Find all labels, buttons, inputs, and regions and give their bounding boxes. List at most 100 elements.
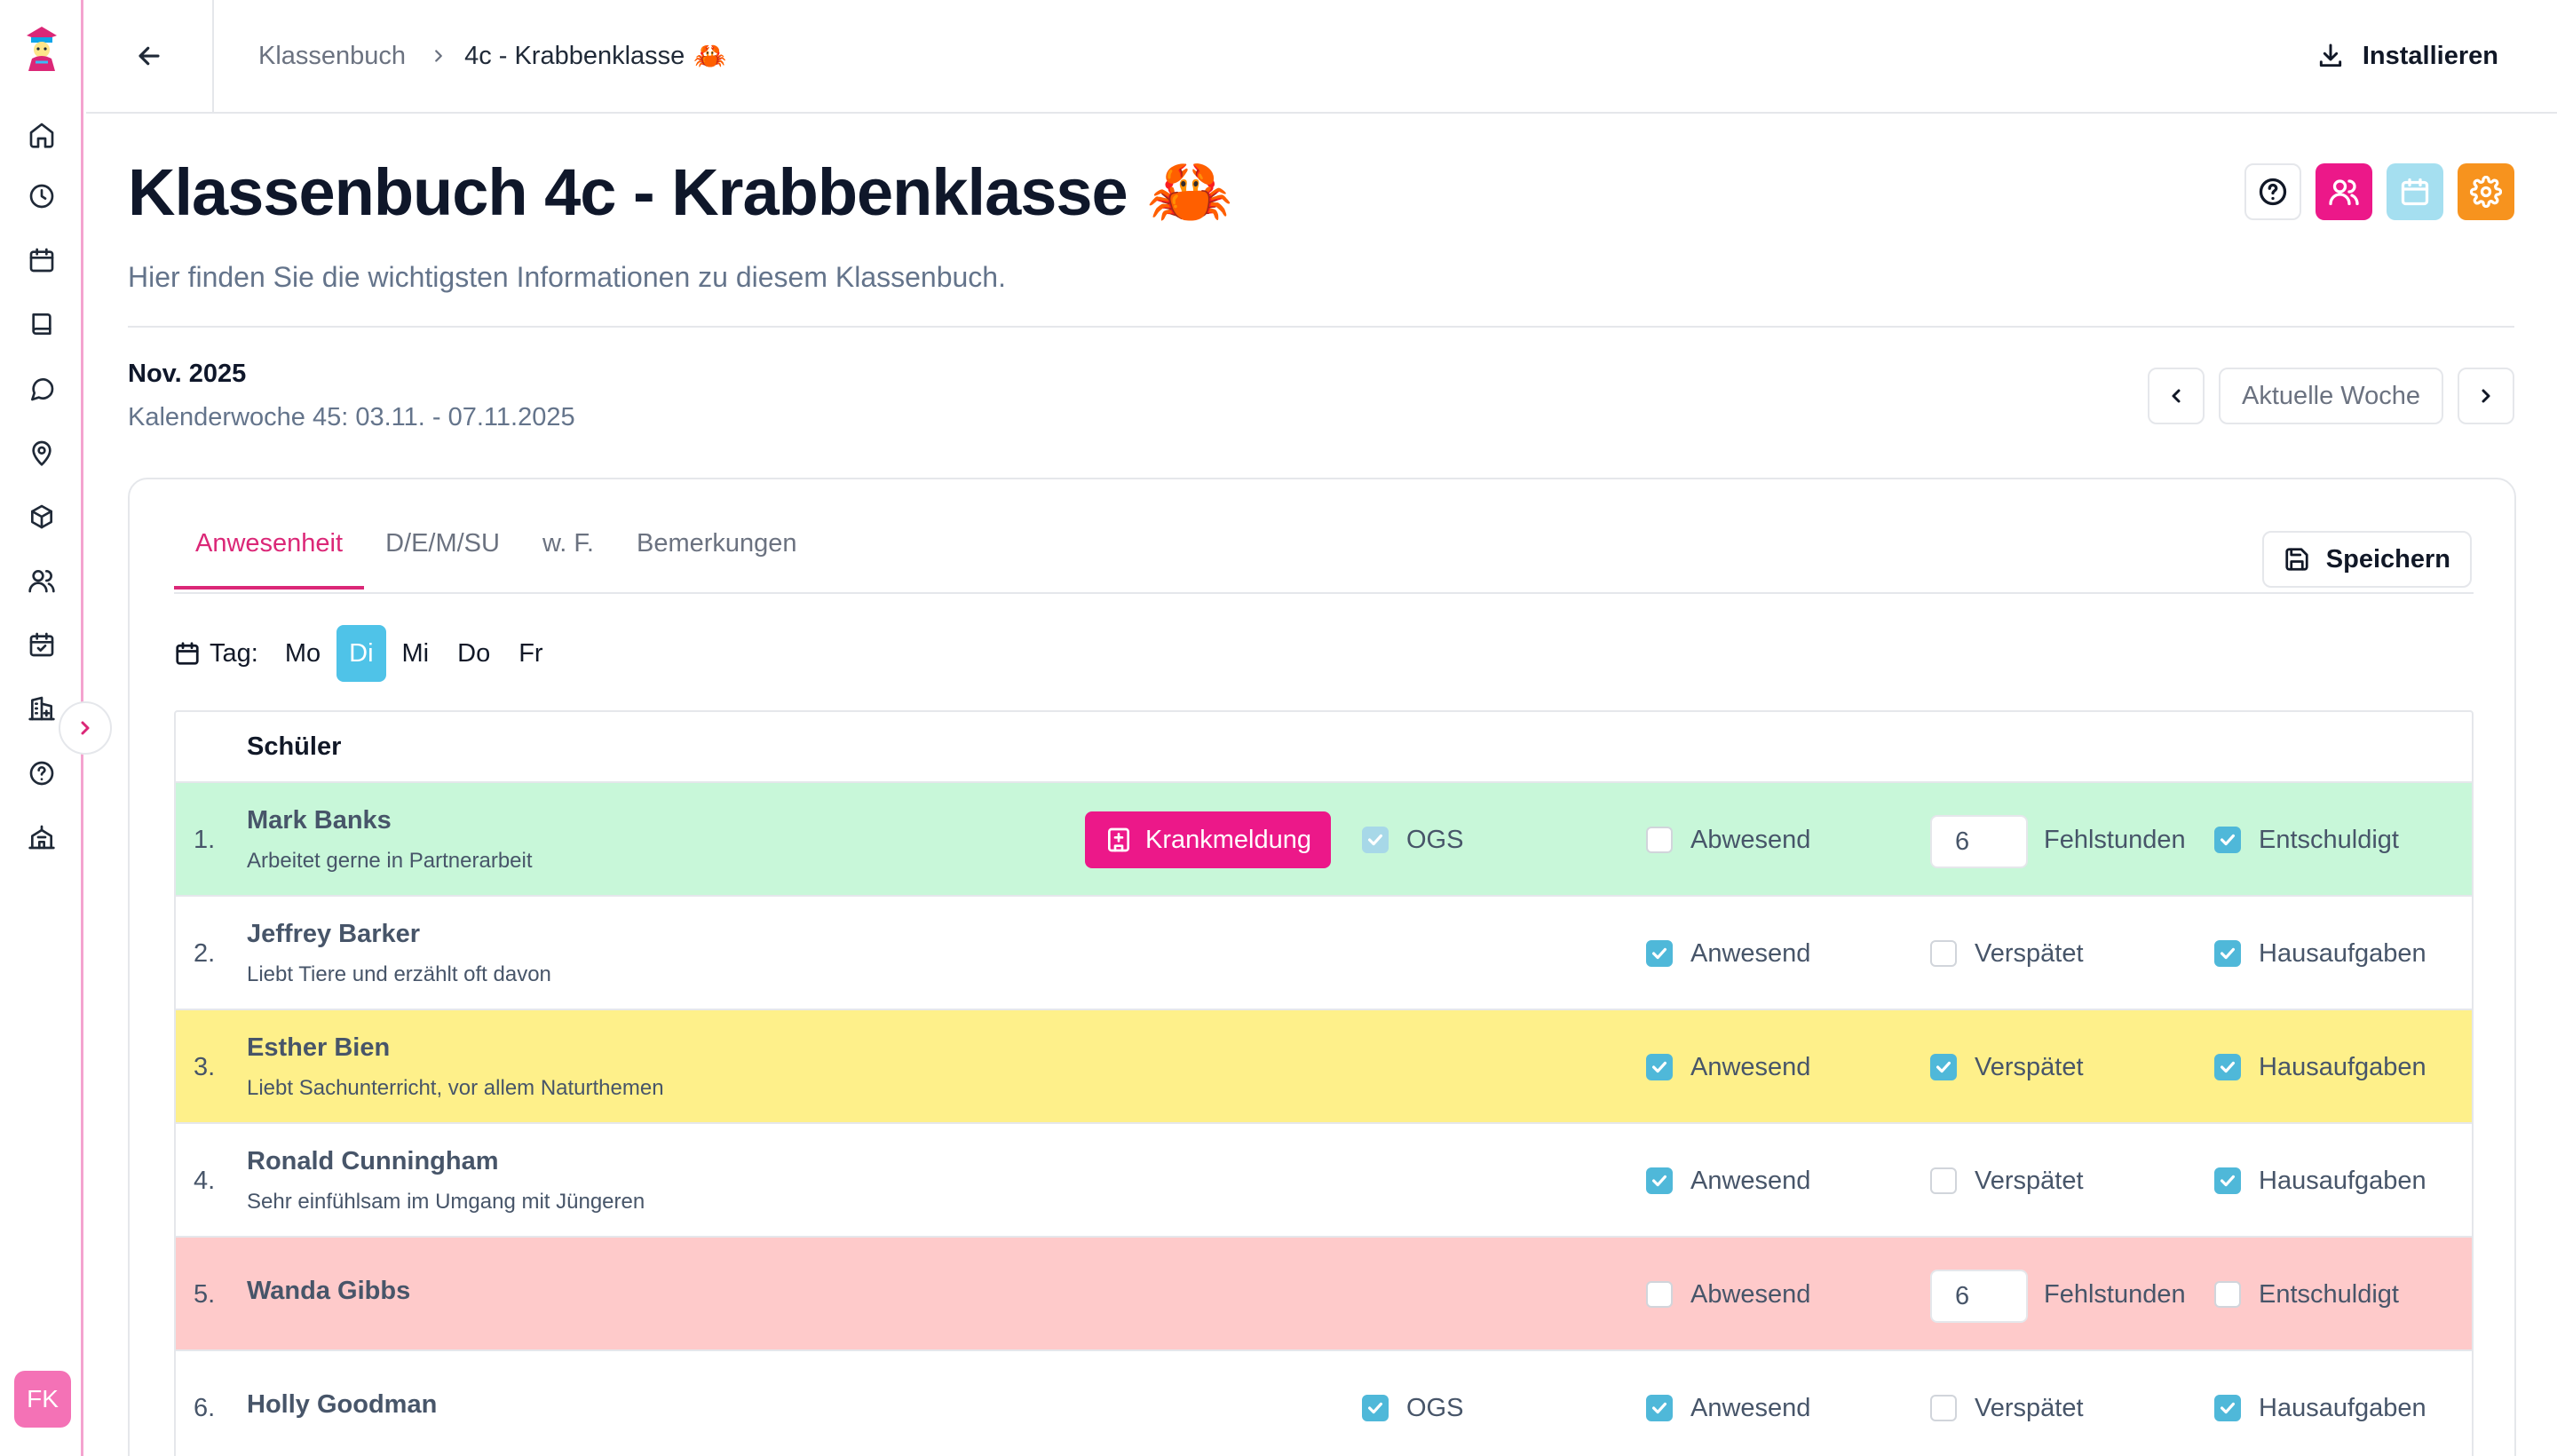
checkbox-box: [1362, 1395, 1389, 1421]
day-di[interactable]: Di: [336, 625, 386, 682]
users-icon: [2329, 179, 2359, 206]
table-row: 6. Holly Goodman OGS Anwesend Verspätet …: [176, 1351, 2472, 1456]
absent-checkbox[interactable]: Abwesend: [1646, 1238, 1810, 1351]
present-checkbox[interactable]: Anwesend: [1646, 1010, 1810, 1124]
late-checkbox[interactable]: Verspätet: [1930, 1010, 2084, 1124]
topbar: Klassenbuch 4c - Krabbenklasse 🦀 Install…: [86, 0, 2557, 114]
calendar-icon[interactable]: [26, 244, 58, 276]
checkbox-box: [2214, 1167, 2241, 1194]
box-icon[interactable]: [26, 501, 58, 533]
row-number: 3.: [194, 1052, 216, 1081]
late-checkbox[interactable]: Verspätet: [1930, 897, 2084, 1010]
app-logo[interactable]: [20, 23, 64, 73]
chevron-right-icon: [429, 46, 448, 66]
help-icon[interactable]: [26, 757, 58, 789]
checkbox-box: [2214, 1395, 2241, 1421]
student-name: Jeffrey Barker: [247, 920, 421, 948]
table-row: 1. Mark Banks Arbeitet gerne in Partnera…: [176, 783, 2472, 897]
map-pin-icon[interactable]: [26, 437, 58, 469]
ogs-checkbox[interactable]: OGS: [1362, 783, 1463, 897]
ogs-checkbox[interactable]: OGS: [1362, 1351, 1463, 1456]
students-button[interactable]: [2316, 163, 2372, 220]
sick-note-button[interactable]: Krankmeldung: [1085, 811, 1331, 868]
breadcrumb-current: 4c - Krabbenklasse: [464, 41, 685, 70]
week-range: Kalenderwoche 45: 03.11. - 07.11.2025: [128, 403, 575, 431]
homework-checkbox[interactable]: Hausaufgaben: [2214, 1351, 2426, 1456]
tab-subjects[interactable]: D/E/M/SU: [385, 529, 500, 558]
late-label: Verspätet: [1975, 1166, 2084, 1195]
page-title: Klassenbuch 4c - Krabbenklasse 🦀: [128, 151, 1233, 233]
tab-attendance[interactable]: Anwesenheit: [174, 529, 365, 590]
table-row: 3. Esther Bien Liebt Sachunterricht, vor…: [176, 1010, 2472, 1124]
tab-wf[interactable]: w. F.: [542, 529, 594, 558]
day-selector: Tag: Mo Di Mi Do Fr: [174, 625, 559, 682]
building-plus-icon[interactable]: [26, 692, 58, 724]
missed-hours-input[interactable]: 6: [1930, 815, 2028, 868]
install-button[interactable]: Installieren: [2316, 0, 2498, 112]
present-checkbox[interactable]: Anwesend: [1646, 1124, 1810, 1238]
missed-hours-label: Fehlstunden: [2044, 825, 2186, 854]
current-week-button[interactable]: Aktuelle Woche: [2219, 368, 2443, 424]
breadcrumb: Klassenbuch 4c - Krabbenklasse 🦀: [258, 0, 727, 112]
users-icon[interactable]: [26, 565, 58, 597]
checkbox-box: [1930, 1395, 1957, 1421]
check-icon: [1936, 1061, 1951, 1073]
help-icon: [2259, 178, 2287, 206]
day-mi[interactable]: Mi: [401, 638, 430, 668]
tab-divider: [174, 592, 2474, 594]
day-do[interactable]: Do: [457, 638, 491, 668]
school-icon[interactable]: [26, 821, 58, 853]
day-fr[interactable]: Fr: [519, 638, 543, 668]
check-icon: [2220, 1061, 2236, 1073]
missed-hours-input[interactable]: 6: [1930, 1270, 2028, 1323]
crab-emoji: 🦀: [693, 41, 727, 71]
settings-button[interactable]: [2458, 163, 2514, 220]
breadcrumb-root-link[interactable]: Klassenbuch: [258, 41, 407, 70]
present-checkbox[interactable]: Anwesend: [1646, 1351, 1810, 1456]
sick-note-label: Krankmeldung: [1145, 825, 1311, 854]
checkbox-box: [1362, 827, 1389, 853]
late-checkbox[interactable]: Verspätet: [1930, 1351, 2084, 1456]
save-button[interactable]: Speichern: [2261, 531, 2472, 588]
check-icon: [1651, 1061, 1667, 1073]
sidebar-expand-button[interactable]: [59, 701, 112, 755]
checkbox-box: [1646, 1395, 1673, 1421]
checkbox-box: [2214, 1281, 2241, 1308]
help-button[interactable]: [2244, 163, 2301, 220]
day-mo[interactable]: Mo: [284, 638, 321, 668]
calendar-check-icon[interactable]: [26, 629, 58, 661]
download-icon: [2319, 44, 2342, 67]
excused-checkbox[interactable]: Entschuldigt: [2214, 1238, 2399, 1351]
attendance-table: Schüler 1. Mark Banks Arbeitet gerne in …: [174, 710, 2474, 1456]
chat-icon[interactable]: [26, 373, 58, 405]
student-note: Liebt Sachunterricht, vor allem Naturthe…: [247, 1076, 664, 1100]
excused-checkbox[interactable]: Entschuldigt: [2214, 783, 2399, 897]
ogs-label: OGS: [1406, 1393, 1464, 1422]
homework-label: Hausaufgaben: [2259, 1052, 2426, 1081]
late-checkbox[interactable]: Verspätet: [1930, 1124, 2084, 1238]
homework-checkbox[interactable]: Hausaufgaben: [2214, 1124, 2426, 1238]
clock-icon[interactable]: [26, 180, 58, 212]
checkbox-box: [1646, 1054, 1673, 1080]
back-button[interactable]: [86, 0, 214, 112]
present-checkbox[interactable]: Anwesend: [1646, 897, 1810, 1010]
student-note: Arbeitet gerne in Partnerarbeit: [247, 849, 533, 873]
check-icon: [2220, 947, 2236, 960]
checkbox-box: [1930, 1054, 1957, 1080]
save-label: Speichern: [2325, 544, 2450, 574]
header-divider: [128, 326, 2514, 328]
previous-week-button[interactable]: [2148, 368, 2205, 424]
next-week-button[interactable]: [2458, 368, 2514, 424]
homework-checkbox[interactable]: Hausaufgaben: [2214, 1010, 2426, 1124]
calendar-button[interactable]: [2387, 163, 2443, 220]
home-icon[interactable]: [26, 119, 58, 151]
column-header-student: Schüler: [247, 732, 342, 761]
absent-checkbox[interactable]: Abwesend: [1646, 783, 1810, 897]
book-icon[interactable]: [26, 308, 58, 340]
calendar-icon: [2401, 178, 2429, 206]
tab-remarks[interactable]: Bemerkungen: [636, 529, 797, 558]
homework-checkbox[interactable]: Hausaufgaben: [2214, 897, 2426, 1010]
student-name: Holly Goodman: [247, 1390, 438, 1419]
avatar[interactable]: FK: [14, 1371, 71, 1428]
